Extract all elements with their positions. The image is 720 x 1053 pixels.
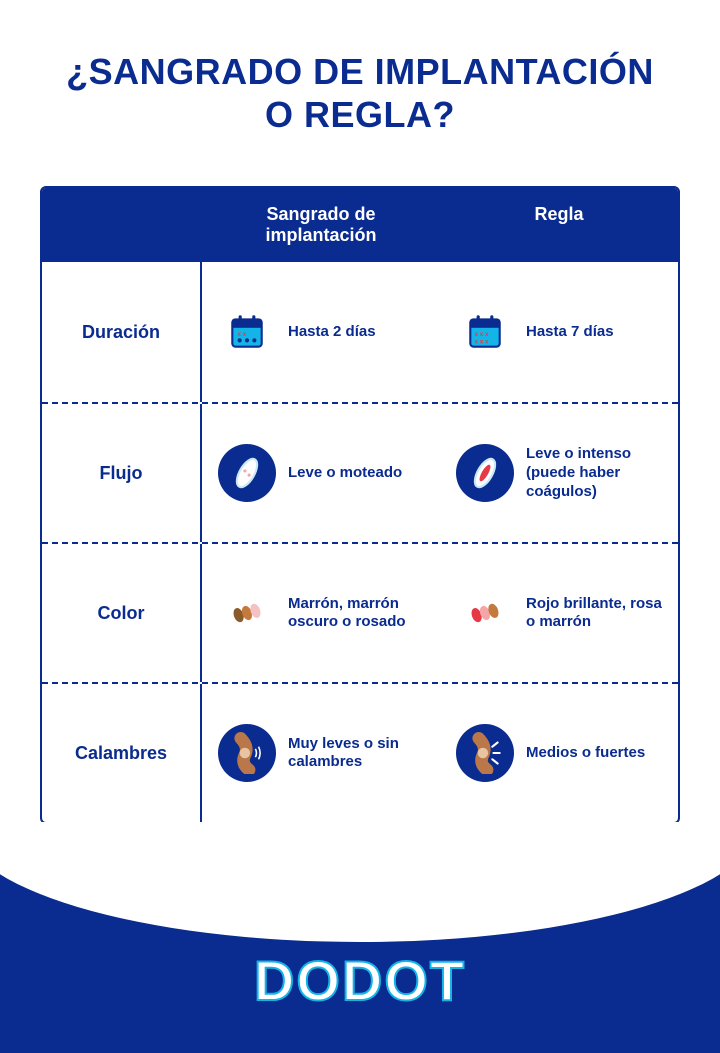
cell-col2: Leve o intenso (puede haber coágulos) xyxy=(440,404,678,542)
table-row: Flujo Leve o moteado Leve o intenso (pue… xyxy=(42,402,678,542)
cell-text: Marrón, marrón oscuro o rosado xyxy=(288,595,424,633)
cell-text: Hasta 7 días xyxy=(526,323,662,342)
infographic-page: ¿SANGRADO DE IMPLANTACIÓN O REGLA? Sangr… xyxy=(0,0,720,1053)
knee-mild-icon xyxy=(218,724,276,782)
table-row: Color Marrón, marrón oscuro o rosado Roj… xyxy=(42,542,678,682)
row-label: Color xyxy=(42,544,202,682)
table-row: Duración x x Hasta 2 días x x xx x x Has… xyxy=(42,262,678,402)
row-label: Flujo xyxy=(42,404,202,542)
calendar-icon: x x xyxy=(218,303,276,361)
cell-col1: x x Hasta 2 días xyxy=(202,262,440,402)
footer-curve xyxy=(0,822,720,942)
cell-col1: Muy leves o sin calambres xyxy=(202,684,440,822)
cell-col1: Marrón, marrón oscuro o rosado xyxy=(202,544,440,682)
comparison-table: Sangrado de implantación Regla Duración … xyxy=(40,186,680,824)
drops-brown-icon xyxy=(218,584,276,642)
cell-col2: x x xx x x Hasta 7 días xyxy=(440,262,678,402)
header-blank xyxy=(42,188,202,262)
footer: DODOT xyxy=(0,823,720,1053)
cell-text: Medios o fuertes xyxy=(526,744,662,763)
drops-red-icon xyxy=(456,584,514,642)
cell-col1: Leve o moteado xyxy=(202,404,440,542)
cell-text: Muy leves o sin calambres xyxy=(288,735,424,773)
header-col2: Regla xyxy=(440,188,678,262)
brand-logo: DODOT xyxy=(254,948,466,1013)
row-label: Calambres xyxy=(42,684,202,822)
calendar-icon: x x xx x x xyxy=(456,303,514,361)
pad-light-icon xyxy=(218,444,276,502)
row-label: Duración xyxy=(42,262,202,402)
cell-col2: Medios o fuertes xyxy=(440,684,678,822)
svg-text:x x x: x x x xyxy=(475,332,490,339)
knee-strong-icon xyxy=(456,724,514,782)
pad-heavy-icon xyxy=(456,444,514,502)
page-title: ¿SANGRADO DE IMPLANTACIÓN O REGLA? xyxy=(0,0,720,166)
svg-text:x x x: x x x xyxy=(475,339,490,346)
table-header: Sangrado de implantación Regla xyxy=(42,188,678,262)
cell-text: Leve o intenso (puede haber coágulos) xyxy=(526,445,662,501)
table-row: Calambres Muy leves o sin calambres Medi… xyxy=(42,682,678,822)
cell-text: Hasta 2 días xyxy=(288,323,424,342)
cell-text: Leve o moteado xyxy=(288,464,424,483)
cell-col2: Rojo brillante, rosa o marrón xyxy=(440,544,678,682)
cell-text: Rojo brillante, rosa o marrón xyxy=(526,595,662,633)
svg-text:x x: x x xyxy=(238,332,247,339)
header-col1: Sangrado de implantación xyxy=(202,188,440,262)
